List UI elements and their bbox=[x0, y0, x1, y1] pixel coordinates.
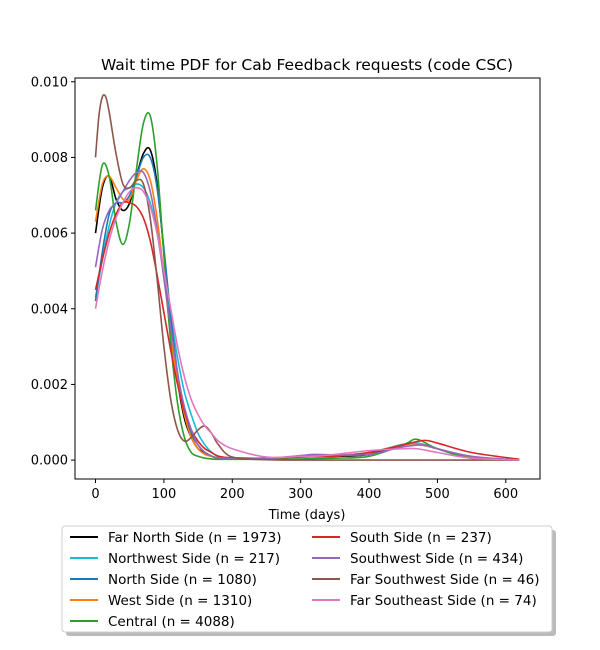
x-axis: 0 100 200 300 400 500 600 bbox=[91, 479, 518, 502]
y-tick-label: 0.004 bbox=[31, 302, 68, 317]
legend-label: Northwest Side (n = 217) bbox=[108, 551, 280, 567]
series-line-4 bbox=[94, 112, 520, 461]
series-line-3 bbox=[94, 167, 520, 461]
series-layer bbox=[94, 93, 520, 461]
chart-title: Wait time PDF for Cab Feedback requests … bbox=[101, 56, 513, 74]
plot-frame bbox=[74, 77, 541, 480]
x-tick-label: 100 bbox=[151, 487, 176, 502]
legend-label: South Side (n = 237) bbox=[350, 530, 492, 546]
y-tick-label: 0.010 bbox=[31, 75, 68, 90]
x-tick-label: 600 bbox=[493, 487, 518, 502]
legend-label: Southwest Side (n = 434) bbox=[350, 551, 523, 567]
y-tick-label: 0.002 bbox=[31, 378, 68, 393]
x-axis-label: Time (days) bbox=[268, 508, 346, 523]
x-tick-label: 500 bbox=[425, 487, 450, 502]
x-tick-label: 0 bbox=[91, 487, 99, 502]
x-tick-label: 400 bbox=[357, 487, 382, 502]
legend-label: Central (n = 4088) bbox=[108, 614, 235, 630]
y-tick-label: 0.006 bbox=[31, 227, 68, 242]
series-line-6 bbox=[94, 170, 520, 461]
legend: Far North Side (n = 1973) Northwest Side … bbox=[61, 525, 556, 636]
y-tick-label: 0.008 bbox=[31, 151, 68, 166]
x-tick-label: 200 bbox=[220, 487, 245, 502]
legend-label: Far Southwest Side (n = 46) bbox=[350, 572, 540, 588]
legend-frame bbox=[61, 525, 553, 633]
legend-label: West Side (n = 1310) bbox=[108, 593, 252, 609]
legend-label: North Side (n = 1080) bbox=[108, 572, 257, 588]
series-line-1 bbox=[94, 183, 520, 461]
y-axis: 0.000 0.002 0.004 0.006 0.008 0.010 bbox=[31, 75, 75, 469]
legend-label: Far North Side (n = 1973) bbox=[108, 530, 282, 546]
legend-label: Far Southeast Side (n = 74) bbox=[350, 593, 537, 609]
x-tick-label: 300 bbox=[288, 487, 313, 502]
y-tick-label: 0.000 bbox=[31, 454, 68, 469]
series-line-8 bbox=[94, 186, 520, 461]
series-line-7 bbox=[94, 93, 520, 461]
